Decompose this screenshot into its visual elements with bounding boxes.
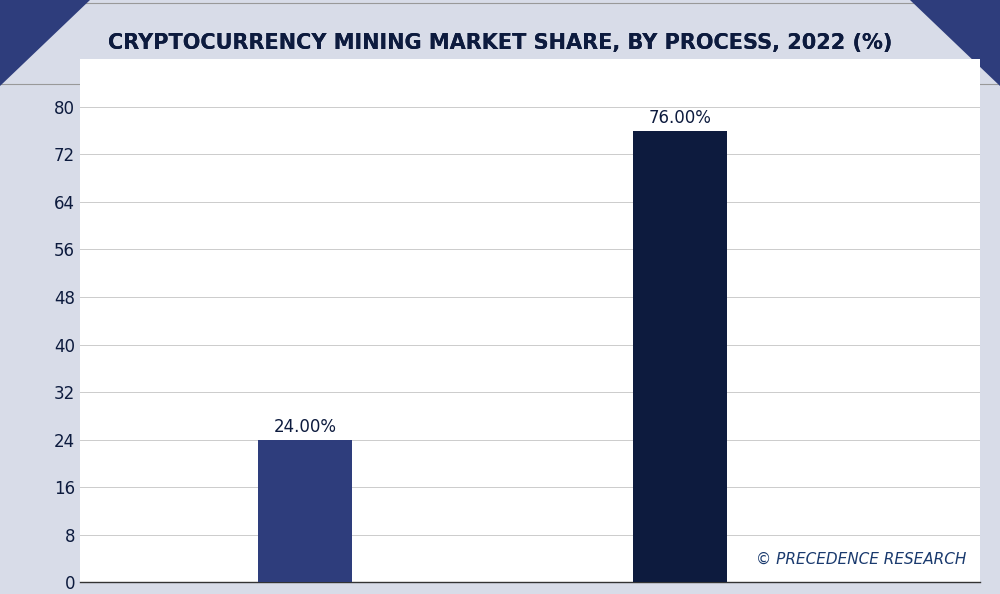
Text: 24.00%: 24.00% — [274, 418, 336, 436]
Text: © PRECEDENCE RESEARCH: © PRECEDENCE RESEARCH — [756, 551, 966, 567]
Text: CRYPTOCURRENCY MINING MARKET SHARE, BY PROCESS, 2022 (%): CRYPTOCURRENCY MINING MARKET SHARE, BY P… — [108, 33, 892, 53]
Text: 76.00%: 76.00% — [649, 109, 711, 127]
Bar — [258, 440, 352, 582]
Text: CRYPTOCURRENCY MINING MARKET SHARE, BY PROCESS, 2022 (%): CRYPTOCURRENCY MINING MARKET SHARE, BY P… — [108, 33, 892, 53]
Bar — [633, 131, 727, 582]
Polygon shape — [0, 0, 90, 86]
Polygon shape — [910, 0, 1000, 86]
